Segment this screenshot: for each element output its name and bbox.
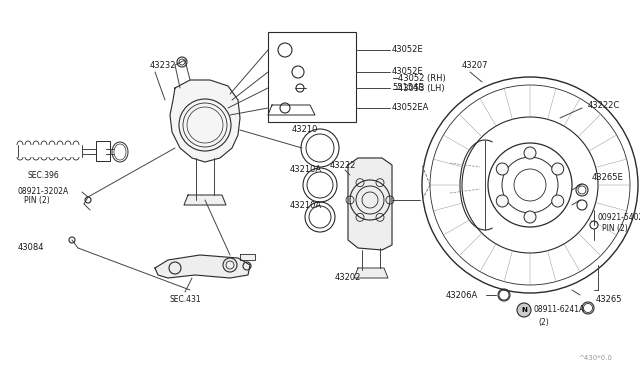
Text: 43052 (RH): 43052 (RH) — [398, 74, 445, 83]
Text: 43222C: 43222C — [588, 100, 620, 109]
Text: 43052EA: 43052EA — [392, 103, 429, 112]
Circle shape — [552, 195, 564, 207]
Text: 08921-3202A: 08921-3202A — [18, 187, 69, 196]
Text: SEC.396: SEC.396 — [28, 170, 60, 180]
Text: 55154E: 55154E — [392, 83, 424, 93]
Polygon shape — [170, 80, 240, 162]
Text: 43052E: 43052E — [392, 45, 424, 55]
Circle shape — [524, 147, 536, 159]
Polygon shape — [268, 105, 315, 115]
Text: 43210A: 43210A — [290, 201, 322, 209]
Polygon shape — [184, 195, 226, 205]
Polygon shape — [240, 254, 255, 260]
Text: (2): (2) — [538, 317, 548, 327]
Bar — [96, 141, 110, 161]
Polygon shape — [155, 255, 250, 278]
Text: 00921-5402A: 00921-5402A — [598, 214, 640, 222]
Text: 43206A: 43206A — [446, 291, 478, 299]
Text: 43222: 43222 — [330, 160, 356, 170]
Circle shape — [496, 163, 508, 175]
Circle shape — [496, 195, 508, 207]
Text: SEC.431: SEC.431 — [169, 295, 201, 305]
Bar — [268, 32, 356, 122]
Text: 43232: 43232 — [150, 61, 177, 70]
Text: 43210A: 43210A — [290, 166, 322, 174]
Circle shape — [524, 211, 536, 223]
Text: N: N — [521, 307, 527, 313]
Text: ^430*0.0: ^430*0.0 — [578, 355, 612, 361]
Text: PIN (2): PIN (2) — [24, 196, 50, 205]
Text: 43084: 43084 — [18, 244, 45, 253]
Circle shape — [517, 303, 531, 317]
Text: 43265: 43265 — [596, 295, 623, 305]
Polygon shape — [354, 268, 388, 278]
Text: 43053 (LH): 43053 (LH) — [398, 84, 445, 93]
Polygon shape — [348, 158, 392, 250]
Text: 43210: 43210 — [292, 125, 318, 135]
Text: 43265E: 43265E — [592, 173, 624, 183]
Text: 08911-6241A: 08911-6241A — [534, 305, 585, 314]
Text: 43207: 43207 — [462, 61, 488, 70]
Text: 43052E: 43052E — [392, 67, 424, 77]
Text: PIN (2): PIN (2) — [602, 224, 628, 232]
Circle shape — [552, 163, 564, 175]
Text: 43202: 43202 — [335, 273, 361, 282]
